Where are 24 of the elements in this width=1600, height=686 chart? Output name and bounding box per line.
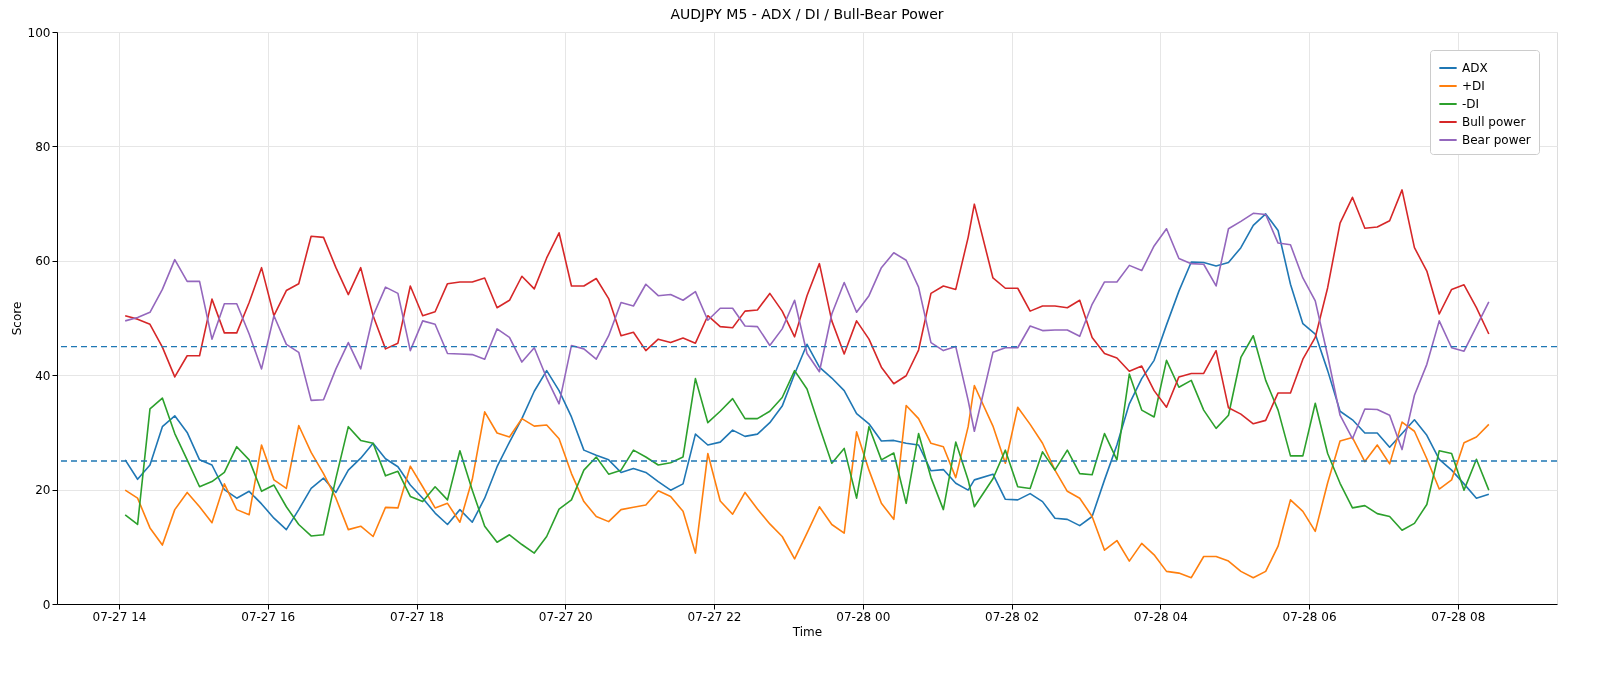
y-tick-label: 20 [35, 483, 51, 498]
x-tick-label: 07-27 18 [390, 609, 444, 624]
legend-label: Bear power [1462, 133, 1531, 147]
legend-label: ADX [1462, 61, 1488, 75]
y-tick-label: 80 [35, 139, 51, 154]
x-tick-label: 07-28 06 [1282, 609, 1337, 624]
legend-label: +DI [1462, 79, 1485, 93]
y-tick-label: 100 [27, 25, 51, 40]
y-tick-label: 40 [35, 368, 51, 383]
x-tick-label: 07-28 02 [985, 609, 1040, 624]
y-axis-title: Score [9, 301, 24, 336]
x-axis-title: Time [791, 624, 823, 639]
chart-title: AUDJPY M5 - ADX / DI / Bull-Bear Power [670, 6, 944, 22]
x-tick-label: 07-28 08 [1431, 609, 1486, 624]
y-tick-label: 60 [35, 254, 51, 269]
x-tick-label: 07-27 20 [538, 609, 593, 624]
y-tick-label: 0 [42, 597, 51, 612]
legend-label: Bull power [1462, 115, 1526, 129]
legend-label: -DI [1462, 97, 1480, 111]
x-tick-label: 07-27 22 [687, 609, 742, 624]
x-tick-label: 07-27 16 [241, 609, 296, 624]
x-tick-label: 07-28 00 [836, 609, 891, 624]
x-tick-label: 07-28 04 [1133, 609, 1188, 624]
x-tick-label: 07-27 14 [92, 609, 147, 624]
